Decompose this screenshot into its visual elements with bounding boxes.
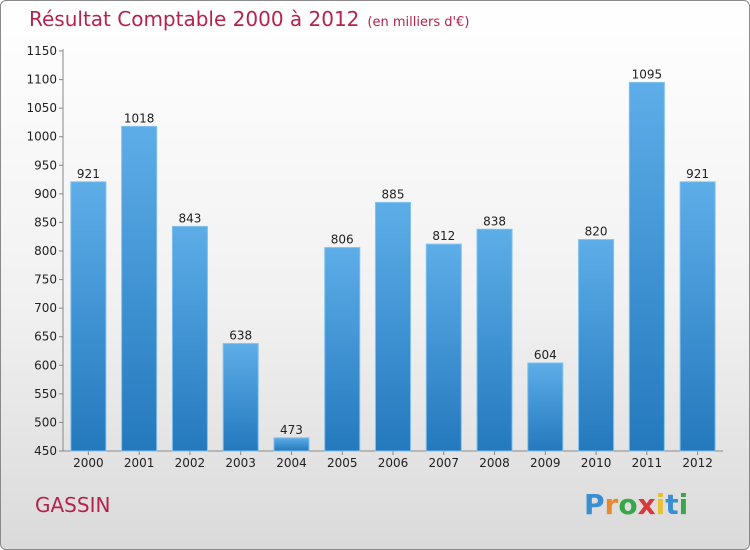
x-tick-label: 2010 xyxy=(581,456,612,470)
bar-2009 xyxy=(527,362,564,452)
x-tick-label: 2002 xyxy=(175,456,206,470)
x-tick-label: 2009 xyxy=(530,456,561,470)
bar-2012 xyxy=(679,181,716,452)
y-tick-label: 550 xyxy=(34,387,57,401)
chart-title: Résultat Comptable 2000 à 2012 (en millie… xyxy=(29,7,469,31)
y-tick-label: 800 xyxy=(34,244,57,258)
title-text: Résultat Comptable 2000 à 2012 xyxy=(29,7,360,31)
title-unit: (en milliers d'€) xyxy=(367,15,470,30)
bar-2003 xyxy=(222,343,259,452)
value-label-2006: 885 xyxy=(382,187,405,201)
y-tick-label: 1100 xyxy=(26,73,57,87)
value-label-2001: 1018 xyxy=(124,111,155,125)
x-tick-label: 2006 xyxy=(378,456,409,470)
y-tick-label: 600 xyxy=(34,358,57,372)
value-label-2000: 921 xyxy=(77,167,100,181)
value-label-2012: 921 xyxy=(686,167,709,181)
y-tick-label: 1000 xyxy=(26,130,57,144)
chart-axes: 450 500 550 600 650 700 750 800 850 900 950 1000 105… xyxy=(26,44,723,470)
bar-2011 xyxy=(628,81,665,452)
value-label-2009: 604 xyxy=(534,348,557,362)
value-label-2004: 473 xyxy=(280,423,303,437)
bar-2007 xyxy=(425,243,462,452)
bar-2004 xyxy=(273,437,310,452)
bar-2010 xyxy=(578,239,615,452)
bar-chart: 450 500 550 600 650 700 750 800 850 900 950 1000 105… xyxy=(26,44,723,470)
bar-2006 xyxy=(375,201,411,452)
value-label-2005: 806 xyxy=(331,233,354,247)
y-tick-label: 850 xyxy=(34,215,57,229)
y-tick-label: 950 xyxy=(34,158,57,172)
x-tick-label: 2003 xyxy=(225,456,256,470)
x-tick-label: 2012 xyxy=(682,456,713,470)
y-tick-label: 500 xyxy=(34,415,57,429)
y-tick-label: 1050 xyxy=(26,101,57,115)
bar-2002 xyxy=(171,225,208,452)
value-label-2007: 812 xyxy=(432,229,455,243)
x-tick-label: 2004 xyxy=(276,456,307,470)
x-tick-label: 2001 xyxy=(124,456,155,470)
x-tick-label: 2005 xyxy=(327,456,358,470)
value-label-2011: 1095 xyxy=(632,67,663,81)
bar-2000 xyxy=(70,181,107,452)
bar-2008 xyxy=(476,228,513,452)
bar-2005 xyxy=(324,247,361,452)
y-tick-label: 450 xyxy=(34,444,57,458)
value-label-2008: 838 xyxy=(483,214,506,228)
chart-value-labels: 921 1018 843 638 473 806 885 812 838 604 820 1095 92… xyxy=(77,67,709,436)
city-name: GASSIN xyxy=(35,493,111,517)
value-label-2003: 638 xyxy=(229,329,252,343)
y-tick-label: 700 xyxy=(34,301,57,315)
bar-2001 xyxy=(121,125,158,452)
y-tick-label: 650 xyxy=(34,330,57,344)
x-tick-label: 2011 xyxy=(632,456,663,470)
chart-bars xyxy=(70,81,716,452)
x-tick-label: 2007 xyxy=(428,456,459,470)
value-label-2010: 820 xyxy=(585,225,608,239)
y-tick-label: 900 xyxy=(34,187,57,201)
x-tick-label: 2000 xyxy=(73,456,104,470)
proxiti-logo[interactable]: Proxiti xyxy=(584,488,689,521)
x-tick-label: 2008 xyxy=(479,456,510,470)
value-label-2002: 843 xyxy=(178,211,201,225)
y-tick-label: 1150 xyxy=(26,44,57,58)
y-tick-label: 750 xyxy=(34,273,57,287)
